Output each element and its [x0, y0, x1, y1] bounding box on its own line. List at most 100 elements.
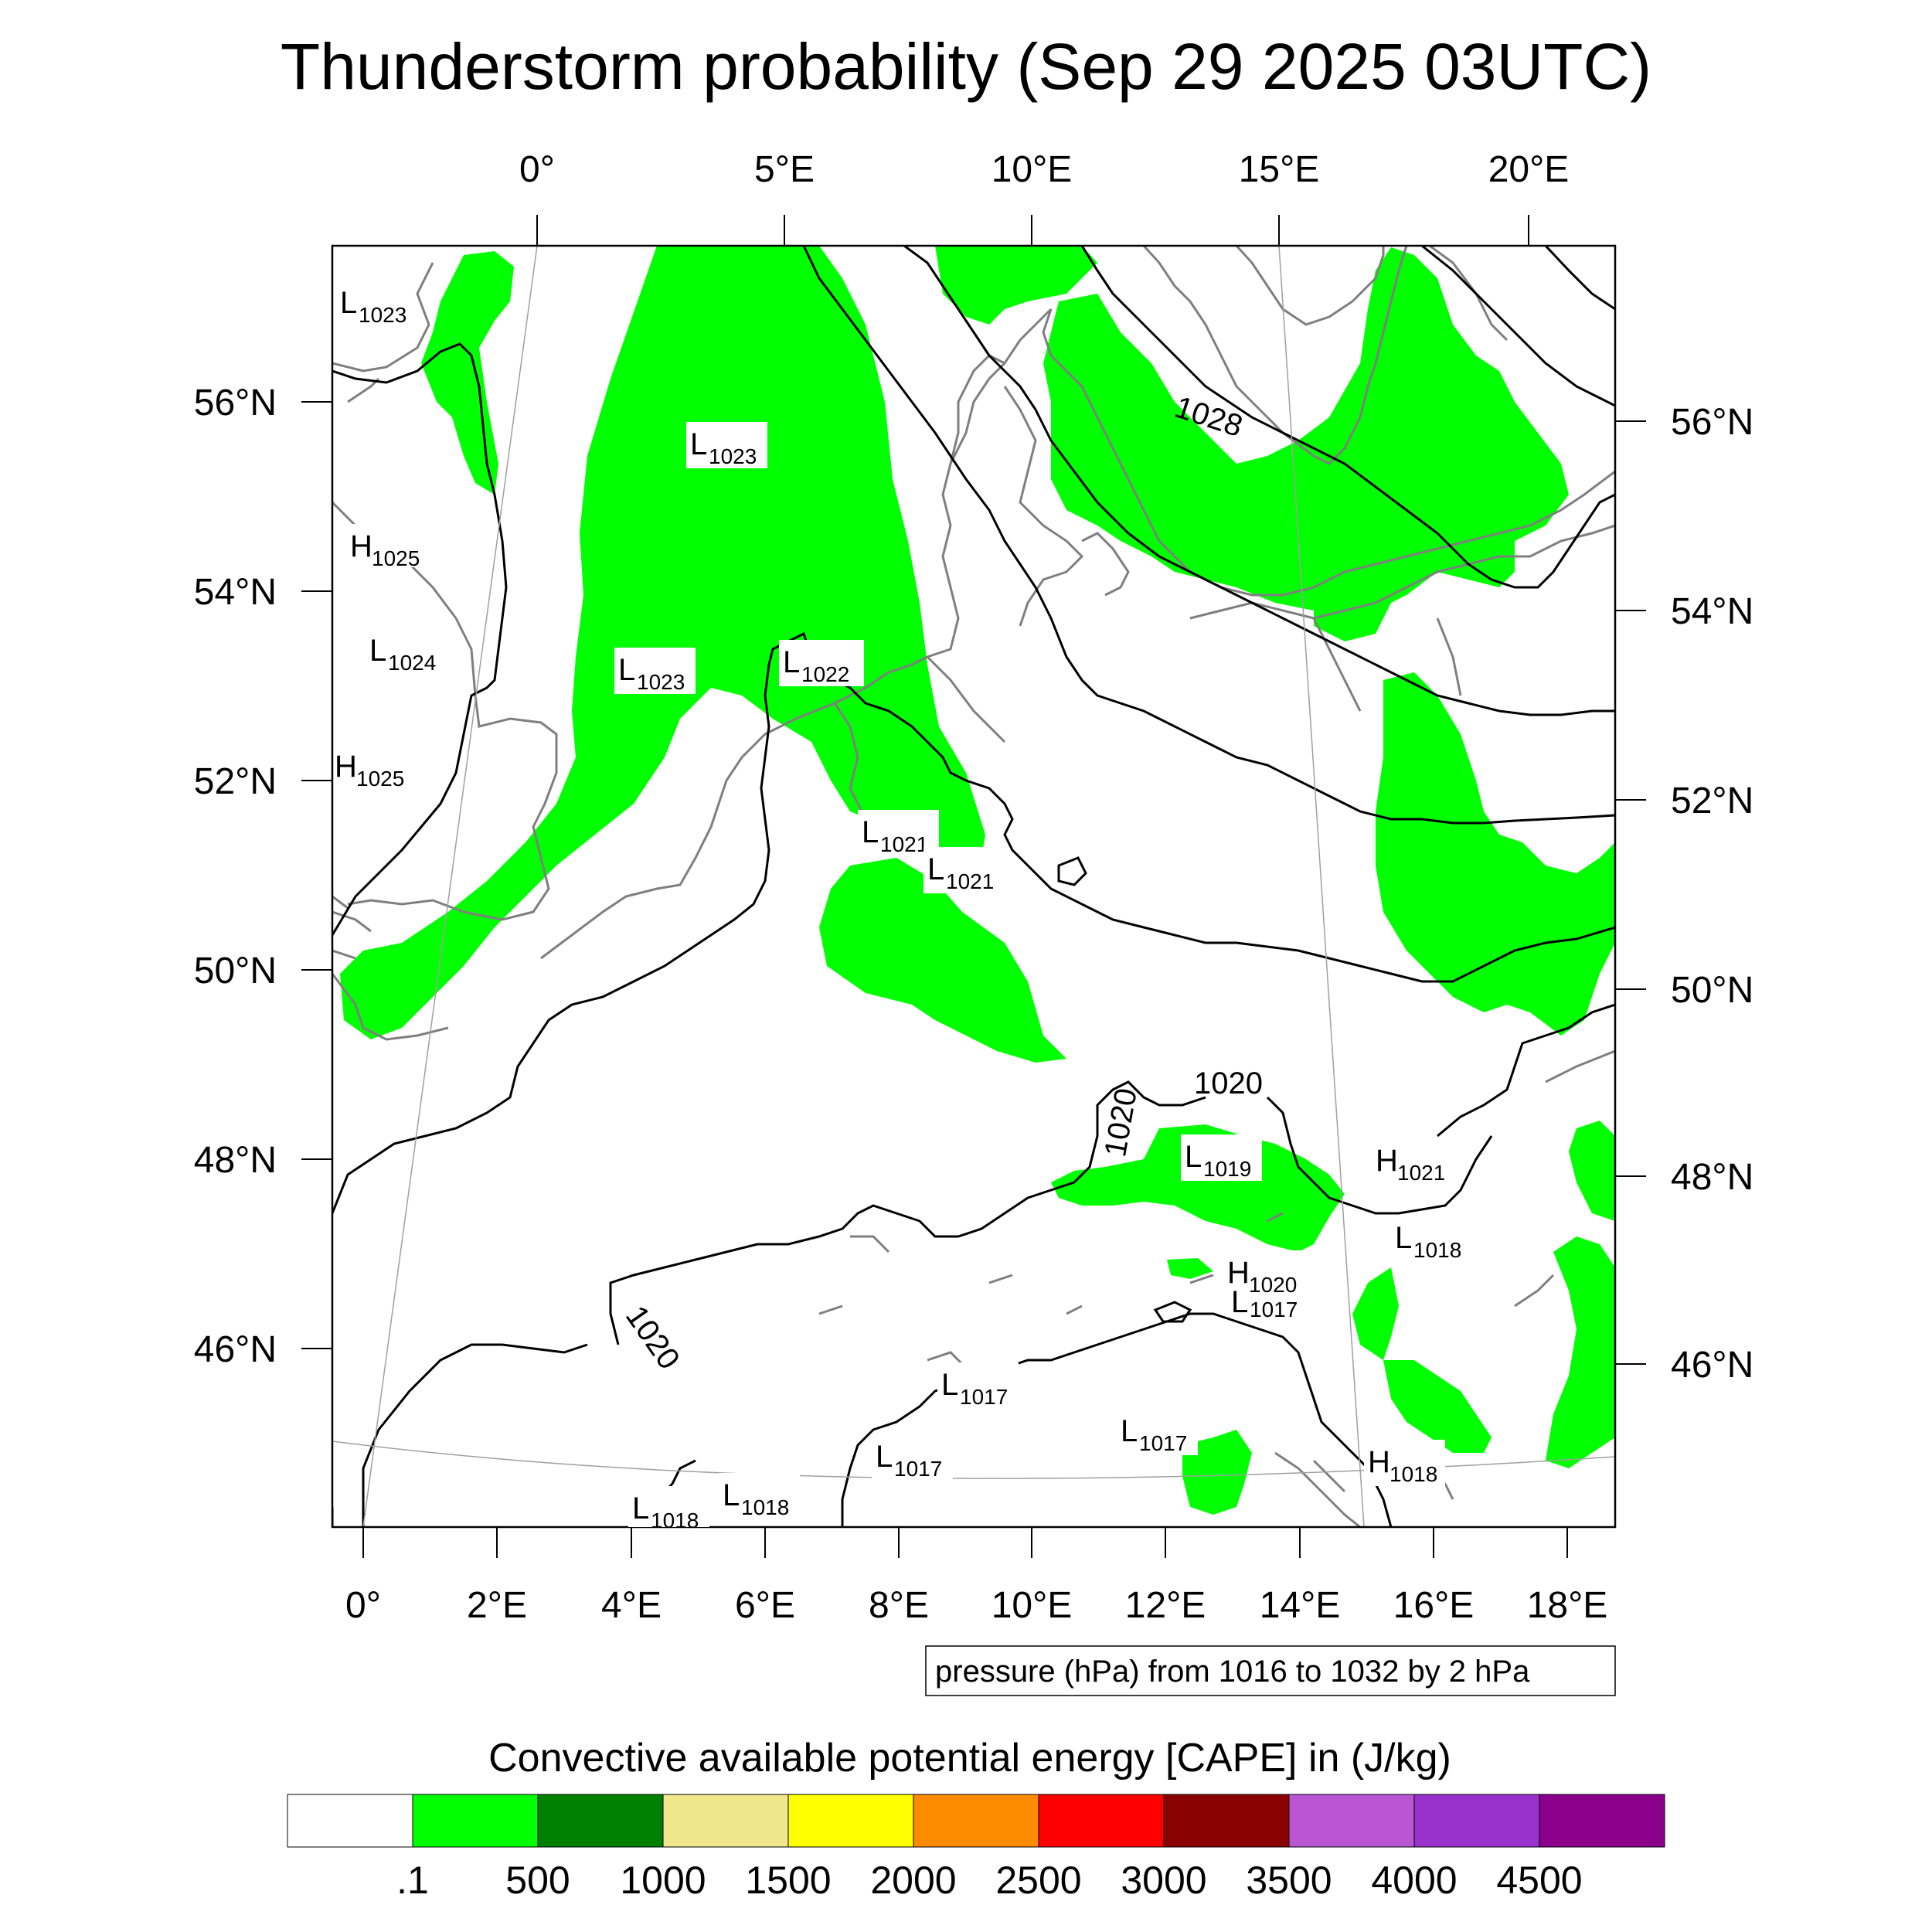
coastline-continent [540, 308, 1615, 960]
right-lat-label: 52°N [1671, 781, 1753, 821]
bottom-longitude-axis: 0° 2°E 4°E 6°E 8°E 10°E 12°E 14°E 16°E 1… [345, 1527, 1607, 1626]
cape-field [340, 246, 1615, 1515]
pressure-center-value: 1021 [880, 832, 928, 856]
pressure-center-value: 1017 [960, 1385, 1008, 1409]
cape-region-channel-band [340, 246, 985, 1039]
isobar-small-1 [1057, 856, 1087, 886]
bottom-lon-label: 18°E [1527, 1585, 1608, 1626]
pressure-center-type: H [1376, 1144, 1398, 1178]
cape-region-east-small [1569, 1121, 1615, 1221]
pressure-center: L 1023 [614, 648, 696, 694]
colorbar-label: 500 [505, 1859, 570, 1902]
coastlines [332, 246, 1615, 1527]
pressure-center: H 1021 [1372, 1138, 1453, 1185]
pressure-center-type: L [690, 427, 707, 461]
cape-region-denmark-baltic [935, 246, 1097, 325]
pressure-center: H 1020 [1223, 1250, 1308, 1297]
colorbar-label: 1000 [620, 1859, 706, 1902]
left-latitude-axis: 56°N 54°N 52°N 50°N 48°N 46°N [194, 383, 332, 1370]
left-lat-label: 56°N [194, 383, 277, 423]
top-lon-label: 10°E [992, 149, 1073, 190]
colorbar-swatch [1163, 1794, 1290, 1848]
bottom-lon-label: 10°E [992, 1585, 1073, 1626]
pressure-center-type: L [862, 815, 879, 849]
coastline-denmark [949, 362, 1130, 627]
contour-info-box: pressure (hPa) from 1016 to 1032 by 2 hP… [925, 1645, 1616, 1696]
top-lon-label: 0° [519, 149, 555, 190]
pressure-center-type: L [1231, 1285, 1248, 1319]
cape-region-alpine-patch [1167, 1258, 1213, 1279]
pressure-center-value: 1025 [356, 767, 404, 791]
isobar-small-2 [1153, 1301, 1192, 1323]
bottom-lon-label: 12°E [1125, 1585, 1206, 1626]
pressure-center-value: 1023 [359, 303, 406, 327]
pressure-center: L 1017 [937, 1362, 1019, 1409]
colorbar-swatch [787, 1794, 914, 1848]
bottom-lon-label: 2°E [467, 1585, 527, 1626]
pressure-center: H 1018 [1364, 1440, 1445, 1486]
pressure-center: L 1017 [1117, 1409, 1198, 1455]
colorbar-label: 2000 [870, 1859, 956, 1902]
pressure-center-value: 1019 [1203, 1157, 1251, 1181]
pressure-center-value: 1018 [1413, 1238, 1461, 1262]
pressure-center: L 1023 [686, 422, 767, 468]
bottom-lon-label: 16°E [1393, 1585, 1475, 1626]
pressure-center-type: L [723, 1478, 740, 1512]
bottom-lon-label: 4°E [601, 1585, 662, 1626]
left-lat-label: 48°N [194, 1140, 277, 1181]
colorbar-title: Convective available potential energy [C… [488, 1736, 1451, 1781]
pressure-center-type: H [350, 529, 372, 563]
pressure-center: H 1025 [335, 744, 412, 791]
colorbar-swatch [913, 1794, 1039, 1848]
pressure-center: L 1022 [779, 640, 864, 686]
pressure-center-value: 1022 [801, 662, 849, 686]
pressure-center-type: L [927, 852, 944, 886]
isobar-8-north [802, 246, 1615, 825]
right-latitude-axis: 56°N 54°N 52°N 50°N 48°N 46°N [1615, 402, 1753, 1386]
pressure-center-value: 1017 [1250, 1298, 1298, 1321]
colorbar-swatch [662, 1794, 789, 1848]
cape-region-poland [1376, 672, 1615, 1036]
colorbar-swatch [1038, 1794, 1165, 1848]
pressure-center-type: H [335, 750, 357, 784]
coastline-sardinia-corner [332, 910, 372, 960]
colorbar-label: 3000 [1121, 1859, 1206, 1902]
colorbar-label: 4500 [1496, 1859, 1582, 1902]
cape-region-danube [1352, 1267, 1399, 1360]
pressure-center-type: L [783, 645, 800, 679]
contour-info-text: pressure (hPa) from 1016 to 1032 by 2 hP… [935, 1655, 1530, 1689]
colorbar: .1 500 1000 1500 2000 2500 3000 3500 4000 4500 [287, 1794, 1665, 1902]
right-lat-label: 50°N [1671, 970, 1753, 1011]
coastline-poland-baltic [1189, 524, 1615, 620]
bottom-lon-label: 8°E [869, 1585, 929, 1626]
pressure-center-value: 1017 [1139, 1431, 1187, 1455]
pressure-center-type: L [941, 1368, 958, 1402]
isobar-5 [1266, 1096, 1493, 1215]
bottom-lon-label: 6°E [735, 1585, 795, 1626]
cape-region-benelux [819, 858, 1066, 1063]
right-lat-label: 46°N [1671, 1345, 1753, 1386]
pressure-center-value: 1024 [388, 651, 436, 675]
isobar-7 [841, 1312, 1393, 1527]
isobar-1 [332, 342, 508, 936]
cape-region-adriatic [1182, 1430, 1252, 1515]
isobar-4-1020 [609, 1080, 1206, 1345]
pressure-center-value: 1020 [1249, 1273, 1297, 1297]
pressure-center-value: 1018 [1389, 1462, 1437, 1486]
bottom-lon-label: 0° [345, 1585, 381, 1626]
pressure-center-type: L [1185, 1140, 1202, 1174]
pressure-center-value: 1023 [637, 670, 685, 694]
isobar-9-north [903, 246, 1615, 716]
isobar-10-1028 [1080, 246, 1615, 589]
pressure-center-value: 1017 [894, 1457, 942, 1481]
pressure-center-type: H [1227, 1256, 1250, 1290]
left-lat-label: 54°N [194, 572, 277, 613]
cape-region-northsea-west [421, 251, 514, 495]
border-lines [833, 617, 1615, 1083]
pressure-center: L 1018 [719, 1473, 800, 1519]
graticule-lon-15 [1278, 246, 1365, 1527]
pressure-center: L 1021 [923, 847, 1005, 893]
colorbar-swatch [1288, 1794, 1415, 1848]
colorbar-label: 4000 [1371, 1859, 1457, 1902]
